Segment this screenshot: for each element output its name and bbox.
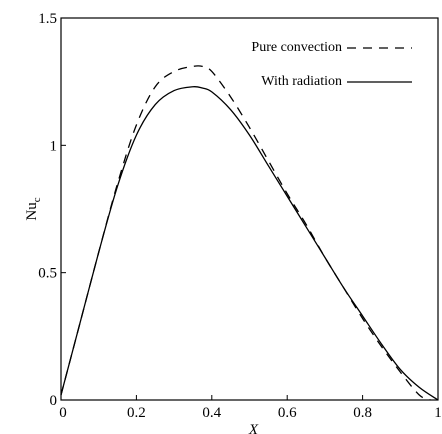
y-axis-label-subscript: c	[31, 197, 43, 202]
x-tick-label: 0.8	[353, 405, 372, 421]
x-tick-label: 1	[434, 405, 442, 421]
y-axis-label-main: Nu	[24, 202, 40, 221]
y-axis-label: Nuc	[24, 197, 43, 220]
axis-ticks: 0 0.2 0.4 0.6 0.8 1 0 0.5 1 1.5	[38, 11, 442, 421]
plot-area	[60, 17, 439, 401]
series-line-pure-convection	[60, 65, 431, 401]
legend: Pure convection With radiation	[251, 40, 412, 89]
x-tick-label: 0.4	[202, 405, 221, 421]
legend-label-pure-convection: Pure convection	[251, 40, 342, 55]
y-tick-label: 1	[50, 138, 58, 154]
plot-frame	[60, 17, 439, 401]
x-axis-label: X	[248, 422, 259, 434]
y-tick-label: 0	[50, 393, 58, 409]
legend-label-with-radiation: With radiation	[261, 74, 342, 89]
series-line-with-radiation	[60, 86, 439, 401]
y-tick-label: 0.5	[38, 266, 57, 282]
x-tick-label: 0.2	[127, 405, 146, 421]
x-tick-label: 0	[59, 405, 67, 421]
series-layer	[60, 65, 439, 401]
y-tick-label: 1.5	[38, 11, 57, 27]
x-tick-label: 0.6	[278, 405, 297, 421]
